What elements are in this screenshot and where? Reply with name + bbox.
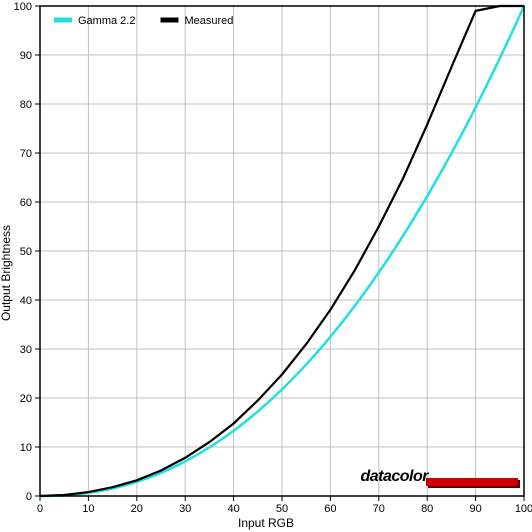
y-tick-label: 40 [20, 295, 32, 307]
legend-label: Gamma 2.2 [78, 15, 135, 27]
x-tick-label: 60 [324, 503, 336, 515]
x-tick-label: 20 [131, 503, 143, 515]
y-tick-label: 100 [14, 1, 32, 13]
x-tick-label: 30 [179, 503, 191, 515]
y-tick-label: 70 [20, 148, 32, 160]
gamma-chart: Output Brightness Input RGB 010203040506… [0, 0, 532, 532]
y-tick-label: 90 [20, 50, 32, 62]
legend-label: Measured [185, 15, 234, 27]
x-tick-label: 80 [421, 503, 433, 515]
x-tick-label: 40 [227, 503, 239, 515]
brand-text: datacolor [360, 468, 429, 485]
x-tick-label: 10 [82, 503, 94, 515]
brand-bar [426, 478, 518, 486]
y-tick-label: 10 [20, 442, 32, 454]
chart-svg: 0 10 20 30 40 50 60 70 80 90 100 0 10 20 30 40 50 60 70 80 9… [0, 0, 532, 532]
x-tick-label: 100 [515, 503, 532, 515]
y-tick-label: 50 [20, 246, 32, 258]
x-tick-label: 70 [373, 503, 385, 515]
x-tick-label: 0 [37, 503, 43, 515]
y-tick-label: 60 [20, 197, 32, 209]
x-tick-label: 50 [276, 503, 288, 515]
x-tick-label: 90 [469, 503, 481, 515]
y-tick-label: 0 [26, 491, 32, 503]
y-tick-label: 30 [20, 344, 32, 356]
y-tick-label: 20 [20, 393, 32, 405]
y-tick-label: 80 [20, 99, 32, 111]
